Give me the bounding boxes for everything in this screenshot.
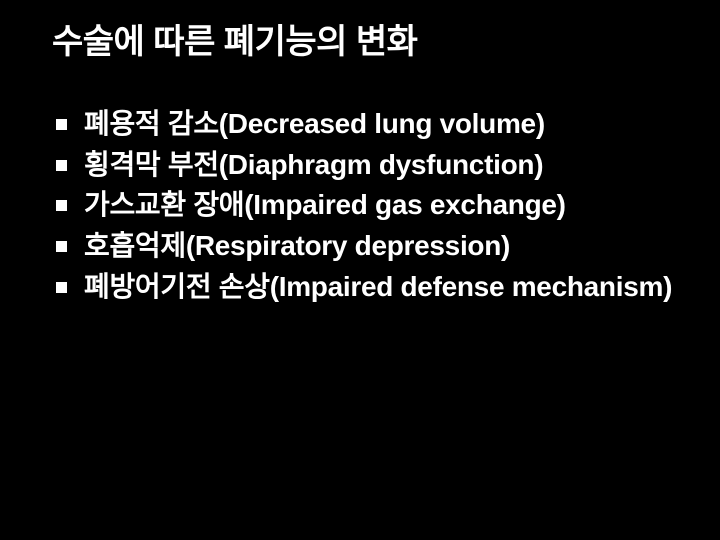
slide-title: 수술에 따른 폐기능의 변화 (52, 20, 680, 64)
list-item: 폐용적 감소(Decreased lung volume) (50, 104, 680, 145)
list-item: 가스교환 장애(Impaired gas exchange) (50, 185, 680, 226)
bullet-list: 폐용적 감소(Decreased lung volume) 횡격막 부전(Dia… (50, 104, 680, 307)
list-item: 폐방어기전 손상(Impaired defense mechanism) (50, 267, 680, 308)
slide: 수술에 따른 폐기능의 변화 폐용적 감소(Decreased lung vol… (0, 0, 720, 540)
list-item: 호흡억제(Respiratory depression) (50, 226, 680, 267)
list-item: 횡격막 부전(Diaphragm dysfunction) (50, 145, 680, 186)
